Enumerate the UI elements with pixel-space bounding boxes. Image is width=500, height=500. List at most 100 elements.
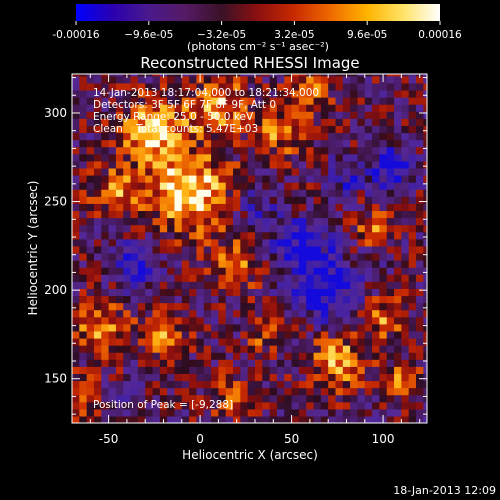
heatmap-cell: [159, 224, 168, 233]
heatmap-cell: [386, 210, 395, 219]
heatmap-cell: [335, 274, 344, 282]
heatmap-cell: [101, 387, 110, 396]
heatmap-cell: [416, 401, 424, 410]
heatmap-cell: [174, 394, 183, 403]
heatmap-cell: [79, 302, 88, 311]
heatmap-cell: [291, 167, 300, 176]
heatmap-cell: [247, 345, 256, 353]
heatmap-cell: [394, 75, 402, 84]
heatmap-cell: [335, 387, 344, 396]
heatmap-cell: [408, 231, 417, 240]
heatmap-cell: [313, 75, 322, 84]
heatmap-cell: [145, 267, 154, 275]
heatmap-cell: [357, 274, 366, 282]
heatmap-cell: [189, 224, 198, 233]
heatmap-cell: [240, 366, 249, 374]
heatmap-cell: [276, 394, 285, 403]
heatmap-cell: [254, 387, 263, 396]
heatmap-cell: [152, 267, 161, 275]
heatmap-cell: [225, 132, 234, 141]
heatmap-cell: [159, 267, 168, 275]
heatmap-cell: [159, 104, 168, 112]
heatmap-cell: [101, 224, 110, 233]
heatmap-cell: [152, 97, 161, 105]
heatmap-cell: [218, 74, 227, 77]
heatmap-cell: [101, 75, 110, 84]
heatmap-cell: [416, 281, 424, 289]
heatmap-cell: [72, 345, 80, 353]
heatmap-cell: [79, 394, 88, 403]
heatmap-cell: [306, 345, 315, 353]
heatmap-cell: [101, 394, 110, 403]
heatmap-cell: [108, 160, 117, 169]
heatmap-cell: [152, 132, 161, 141]
heatmap-cell: [328, 260, 337, 268]
heatmap-cell: [130, 111, 139, 119]
heatmap-cell: [189, 97, 198, 105]
heatmap-cell: [108, 267, 117, 275]
heatmap-cell: [72, 97, 80, 105]
heatmap-cell: [130, 295, 139, 304]
heatmap-cell: [401, 288, 410, 297]
heatmap-cell: [306, 189, 315, 197]
heatmap-cell: [240, 146, 249, 155]
heatmap-cell: [72, 153, 80, 162]
heatmap-cell: [401, 260, 410, 268]
heatmap-cell: [408, 359, 417, 367]
heatmap-cell: [408, 295, 417, 304]
heatmap-cell: [137, 189, 146, 197]
heatmap-cell: [101, 238, 110, 247]
heatmap-cell: [196, 267, 205, 275]
heatmap-cell: [137, 125, 146, 134]
heatmap-cell: [189, 111, 198, 119]
heatmap-cell: [379, 203, 388, 212]
heatmap-cell: [240, 401, 249, 410]
heatmap-cell: [335, 309, 344, 318]
heatmap-cell: [408, 345, 417, 353]
heatmap-cell: [123, 323, 132, 332]
heatmap-cell: [93, 345, 102, 353]
heatmap-cell: [72, 408, 80, 417]
heatmap-cell: [247, 295, 256, 304]
heatmap-cell: [372, 139, 381, 148]
heatmap-cell: [379, 82, 388, 91]
heatmap-cell: [284, 189, 293, 197]
heatmap-cell: [262, 139, 271, 148]
heatmap-cell: [181, 380, 190, 389]
heatmap-cell: [350, 260, 359, 268]
heatmap-cell: [372, 238, 381, 247]
heatmap-cell: [401, 345, 410, 353]
heatmap-cell: [401, 323, 410, 332]
heatmap-cell: [203, 274, 212, 282]
heatmap-cell: [93, 111, 102, 119]
heatmap-cell: [291, 309, 300, 318]
heatmap-cell: [108, 224, 117, 233]
heatmap-cell: [379, 408, 388, 417]
heatmap-cell: [364, 196, 373, 204]
heatmap-cell: [247, 82, 256, 91]
heatmap-cell: [357, 245, 366, 254]
heatmap-cell: [298, 182, 307, 190]
heatmap-cell: [115, 125, 124, 134]
heatmap-cell: [225, 189, 234, 197]
heatmap-cell: [152, 182, 161, 190]
heatmap-cell: [174, 373, 183, 382]
heatmap-cell: [276, 260, 285, 268]
heatmap-cell: [284, 281, 293, 289]
heatmap-cell: [379, 288, 388, 297]
heatmap-cell: [364, 203, 373, 212]
heatmap-cell: [225, 267, 234, 275]
heatmap-cell: [401, 217, 410, 226]
heatmap-cell: [196, 174, 205, 183]
heatmap-cell: [313, 252, 322, 261]
heatmap-cell: [350, 302, 359, 311]
heatmap-cell: [320, 366, 329, 374]
heatmap-cell: [379, 373, 388, 382]
heatmap-cell: [254, 260, 263, 268]
heatmap-cell: [203, 380, 212, 389]
heatmap-cell: [225, 224, 234, 233]
heatmap-cell: [108, 337, 117, 346]
heatmap-cell: [145, 111, 154, 119]
heatmap-cell: [145, 139, 154, 148]
heatmap-cell: [123, 118, 132, 126]
